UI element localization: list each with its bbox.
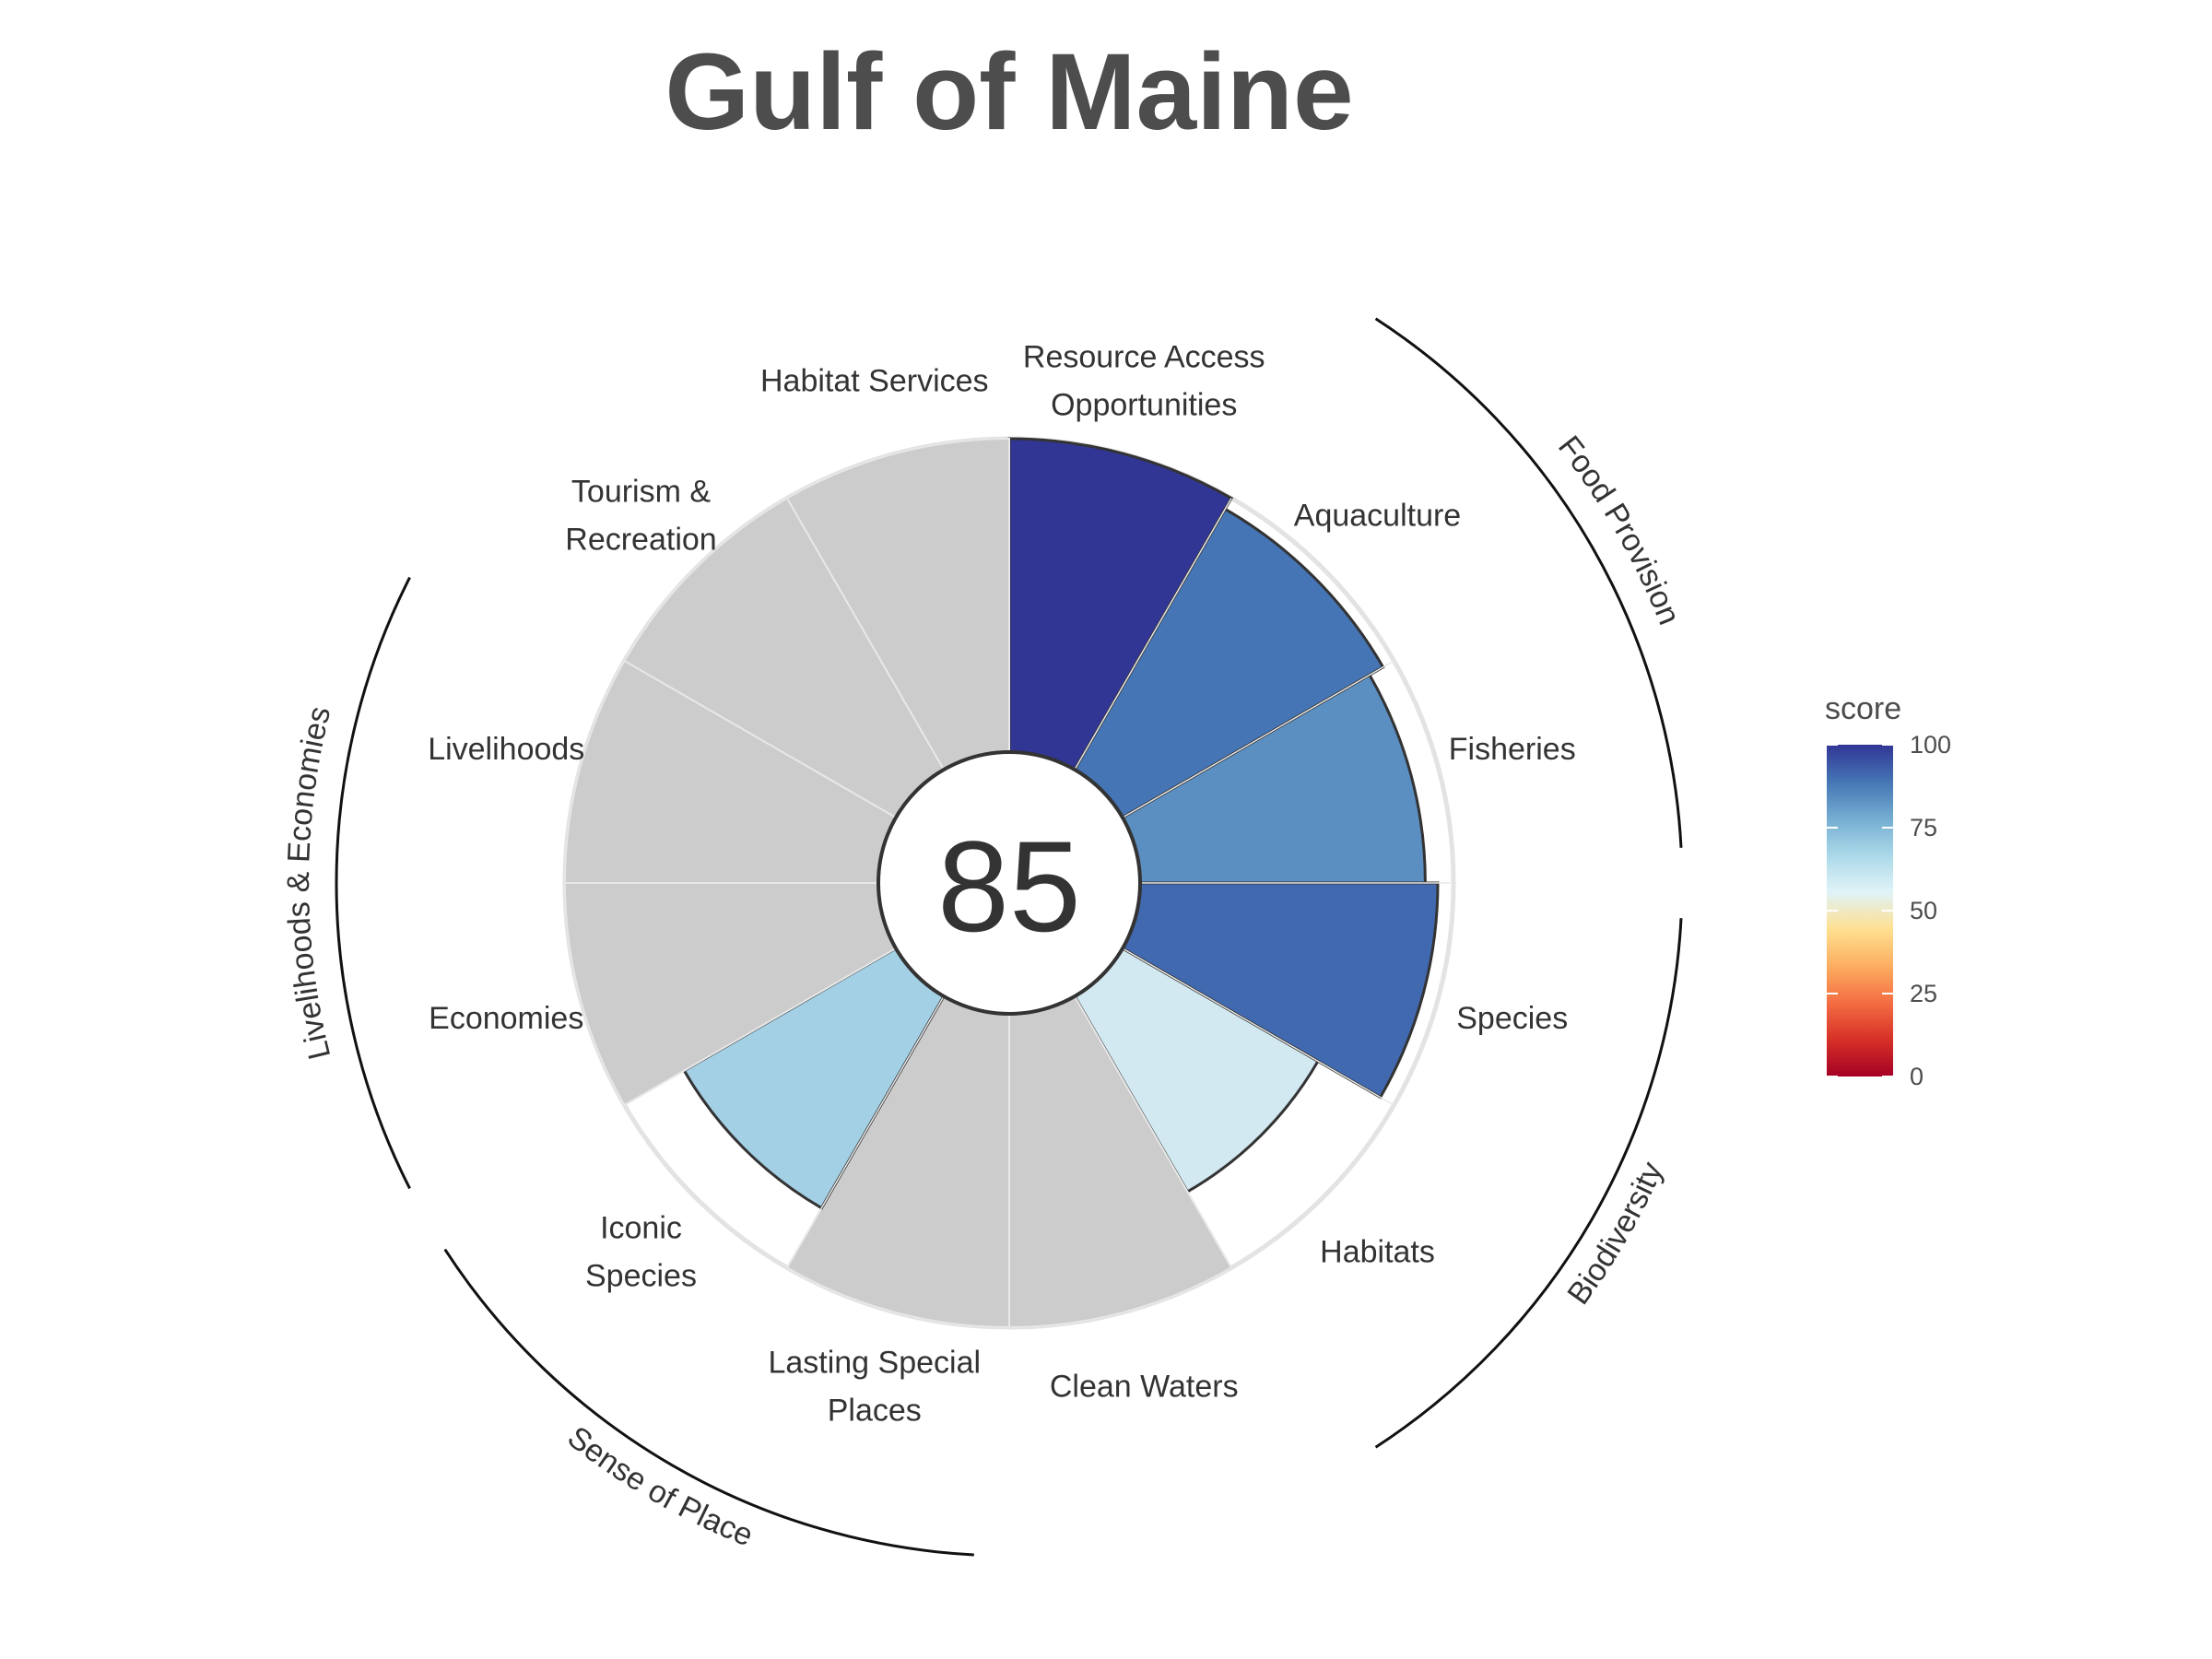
center-circle	[877, 750, 1142, 1016]
category-label-line: Habitats	[1320, 1235, 1435, 1270]
legend-tick-label: 75	[1910, 814, 1937, 841]
category-label-clean_waters: Clean Waters	[1050, 1370, 1239, 1405]
legend-tick-label: 50	[1910, 897, 1937, 924]
group-label: Sense of Place	[561, 1419, 759, 1553]
category-label-line: Species	[585, 1259, 697, 1294]
group-label-text: Livelihoods & Economies	[281, 703, 337, 1063]
category-label-line: Resource Access	[1023, 339, 1265, 374]
group-arc	[1374, 317, 1683, 848]
category-labels: Resource Access Opportunities Aquaculture F…	[428, 339, 1576, 1428]
category-label-economies: Economies	[429, 1001, 583, 1036]
chart-title: Gulf of Maine	[665, 31, 1353, 153]
category-label-habitats: Habitats	[1320, 1235, 1435, 1270]
category-label-line: Iconic	[600, 1211, 682, 1246]
category-label-line: Tourism &	[571, 474, 711, 509]
petal-divider	[1122, 947, 1394, 1106]
category-label-resource_access: Resource Access Opportunities	[1023, 339, 1265, 422]
petal-divider	[624, 660, 897, 818]
category-label-line: Places	[828, 1394, 922, 1429]
group-arc	[335, 576, 411, 1190]
category-label-aquaculture: Aquaculture	[1294, 498, 1461, 533]
group-label: Biodiversity	[1560, 1157, 1669, 1311]
petal-divider	[624, 947, 897, 1106]
category-label-line: Lasting Special	[768, 1346, 981, 1381]
category-label-line: Economies	[429, 1001, 583, 1036]
group-label-text: Biodiversity	[1560, 1157, 1669, 1311]
group-arc	[1374, 918, 1683, 1449]
category-label-line: Clean Waters	[1050, 1370, 1239, 1405]
legend-tick-label: 25	[1910, 980, 1937, 1007]
legend-tick-label: 0	[1910, 1063, 1924, 1090]
group-arc	[443, 1248, 974, 1557]
category-label-line: Opportunities	[1051, 387, 1237, 422]
category-label-livelihoods: Livelihoods	[428, 732, 584, 767]
petal-divider	[1074, 498, 1232, 771]
category-label-line: Species	[1456, 1001, 1568, 1036]
score-legend: score 100 75 50 25 0	[1825, 691, 1951, 1090]
group-label-text: Sense of Place	[561, 1419, 759, 1553]
category-label-lasting_special_places: Lasting Special Places	[768, 1346, 981, 1429]
category-label-habitat_services: Habitat Services	[760, 363, 989, 398]
category-label-line: Livelihoods	[428, 732, 584, 767]
category-label-fisheries: Fisheries	[1449, 732, 1576, 767]
petal-divider	[1074, 995, 1232, 1268]
legend-title: score	[1825, 691, 1901, 726]
petal-divider	[1122, 660, 1394, 818]
category-label-line: Fisheries	[1449, 732, 1576, 767]
category-label-species: Species	[1456, 1001, 1568, 1036]
category-label-line: Recreation	[565, 522, 716, 557]
petal-divider	[786, 498, 945, 771]
category-label-iconic_species: Iconic Species	[585, 1211, 697, 1294]
category-label-line: Aquaculture	[1294, 498, 1461, 533]
category-label-tourism: Tourism & Recreation	[565, 474, 716, 557]
legend-tick-label: 100	[1910, 731, 1951, 759]
center-score: 85	[937, 814, 1081, 959]
petal-divider	[786, 995, 945, 1268]
group-label: Livelihoods & Economies	[281, 703, 337, 1063]
category-label-line: Habitat Services	[760, 363, 989, 398]
